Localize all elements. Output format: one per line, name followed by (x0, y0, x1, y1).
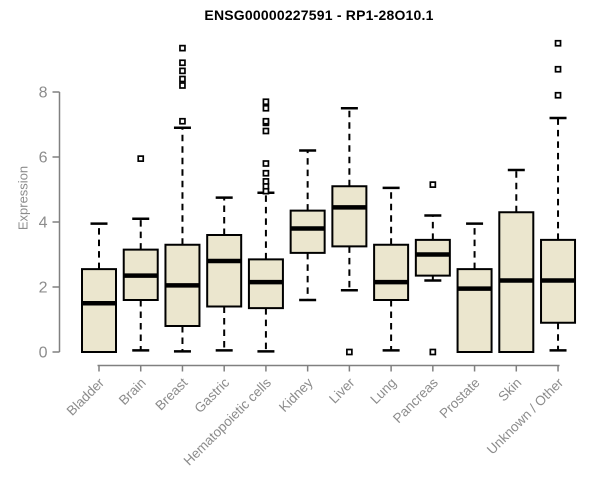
outlier-point (554, 65, 562, 73)
x-category-label: Lung (367, 375, 399, 407)
outlier-point (137, 155, 145, 162)
y-tick-label: 4 (39, 215, 48, 232)
y-tick-label: 6 (39, 150, 48, 167)
box-gastric (206, 234, 243, 308)
x-category-label: Prostate (437, 375, 483, 421)
x-category-label: Kidney (276, 375, 316, 415)
outlier-point (262, 178, 270, 185)
outlier-point (179, 82, 186, 89)
box-liver (331, 185, 368, 248)
box-kidney (289, 209, 326, 254)
y-tick-label: 2 (39, 280, 48, 297)
box-pancreas (414, 238, 451, 277)
outlier-point (179, 75, 186, 83)
x-category-label: Pancreas (390, 375, 441, 426)
outlier-point (179, 44, 186, 52)
outlier-point (262, 127, 270, 135)
outlier-point (262, 169, 270, 177)
outlier-point (262, 104, 270, 112)
y-tick-label: 8 (39, 85, 48, 102)
chart-title: ENSG00000227591 - RP1-28O10.1 (204, 7, 434, 23)
outlier-point (429, 181, 437, 188)
outlier-point (346, 348, 353, 356)
outlier-point (262, 117, 270, 125)
box-bladder (81, 268, 117, 353)
x-category-label: Liver (326, 375, 358, 407)
outlier-point (179, 67, 186, 75)
y-tick-label: 0 (39, 345, 48, 362)
x-category-label: Brain (116, 375, 149, 408)
x-category-label: Breast (152, 375, 190, 413)
outlier-point (179, 59, 186, 67)
x-category-label: Unknown / Other (484, 375, 567, 458)
outlier-point (554, 39, 562, 47)
outlier-point (262, 160, 270, 167)
box-lung (373, 243, 410, 301)
x-category-label: Skin (495, 375, 524, 404)
box-prostate (456, 268, 493, 353)
outlier-point (179, 117, 186, 125)
x-category-label: Bladder (64, 375, 108, 419)
outlier-point (554, 91, 562, 99)
outlier-point (262, 98, 270, 106)
outlier-point (429, 348, 437, 356)
x-category-label: Gastric (191, 375, 232, 416)
